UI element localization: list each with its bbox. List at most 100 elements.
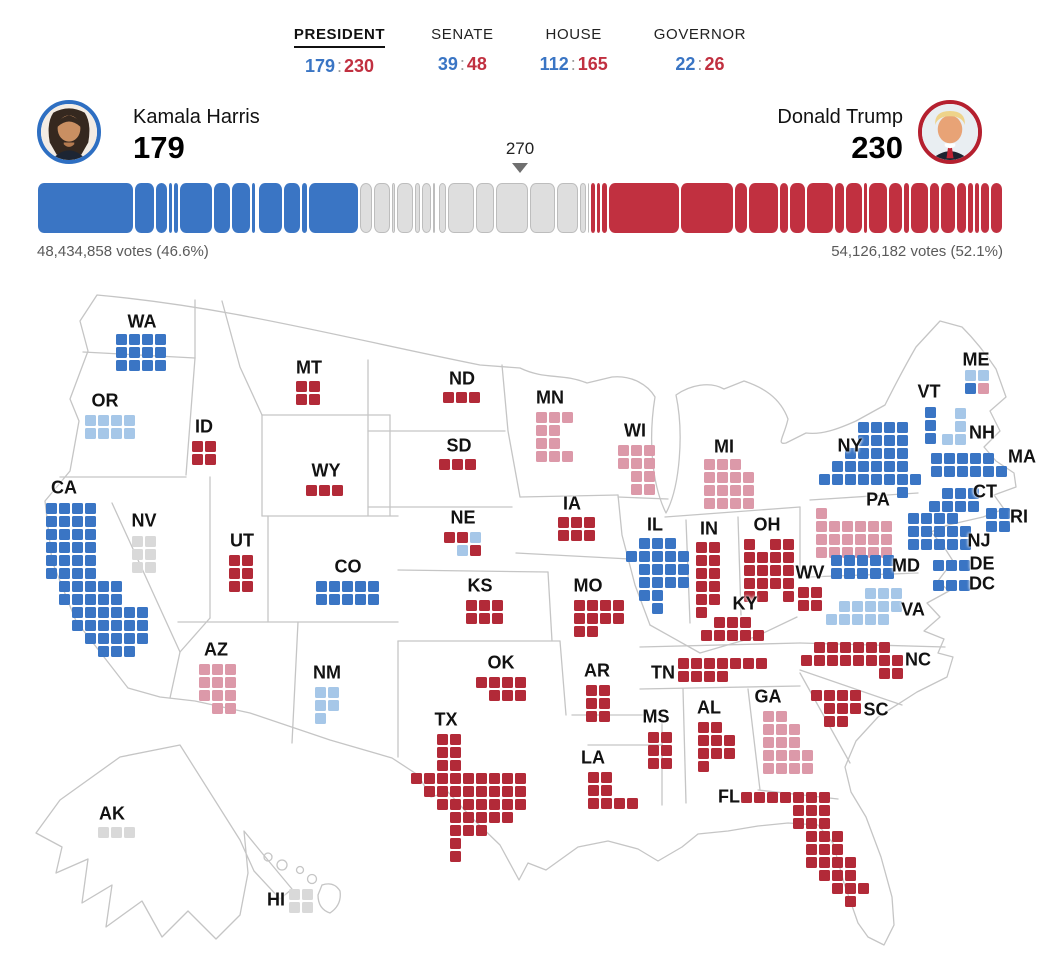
state-nh[interactable]: [941, 407, 967, 446]
state-ar[interactable]: [585, 684, 611, 723]
state-ia[interactable]: [557, 516, 596, 542]
bar-segment[interactable]: [888, 183, 903, 233]
bar-segment[interactable]: [940, 183, 957, 233]
bar-segment[interactable]: [608, 183, 680, 233]
state-nc[interactable]: [800, 641, 904, 680]
bar-segment[interactable]: [446, 183, 476, 233]
state-vt[interactable]: [924, 406, 937, 445]
bar-segment[interactable]: [495, 183, 530, 233]
state-wa[interactable]: [115, 333, 167, 372]
state-al[interactable]: [697, 721, 736, 773]
tab-governor[interactable]: GOVERNOR 22:26: [654, 26, 746, 77]
state-ky[interactable]: [700, 616, 765, 642]
bar-segment[interactable]: [414, 183, 422, 233]
bar-segment[interactable]: [257, 183, 284, 233]
bar-segment[interactable]: [372, 183, 391, 233]
state-wy[interactable]: [305, 484, 344, 497]
bar-segment[interactable]: [845, 183, 864, 233]
bar-segment[interactable]: [789, 183, 806, 233]
state-md[interactable]: [830, 554, 895, 580]
state-co[interactable]: [315, 580, 380, 606]
tab-president[interactable]: PRESIDENT 179:230: [293, 26, 386, 77]
state-az[interactable]: [198, 663, 237, 715]
state-nj[interactable]: [907, 512, 972, 551]
bar-segment[interactable]: [308, 183, 359, 233]
bar-segment[interactable]: [834, 183, 846, 233]
bar-segment[interactable]: [979, 183, 991, 233]
bar-segment[interactable]: [255, 183, 258, 233]
state-dc[interactable]: [932, 579, 971, 592]
bar-segment[interactable]: [432, 183, 436, 233]
state-mo[interactable]: [573, 599, 625, 638]
bar-segment[interactable]: [902, 183, 910, 233]
state-oh[interactable]: [743, 538, 795, 603]
state-fl[interactable]: [740, 791, 883, 908]
state-wi[interactable]: [617, 444, 656, 496]
state-ms[interactable]: [647, 731, 673, 770]
bar-segment[interactable]: [956, 183, 968, 233]
state-sc[interactable]: [810, 689, 862, 728]
state-ma[interactable]: [930, 452, 1008, 478]
state-in[interactable]: [695, 541, 721, 619]
state-mn[interactable]: [535, 411, 574, 463]
bar-segment[interactable]: [990, 183, 1003, 233]
state-mi[interactable]: [703, 458, 755, 510]
bar-segment[interactable]: [250, 183, 256, 233]
tab-senate[interactable]: SENATE 39:48: [431, 26, 494, 77]
bar-segment[interactable]: [37, 183, 134, 233]
bar-segment[interactable]: [733, 183, 749, 233]
state-wv[interactable]: [797, 586, 823, 612]
state-ny[interactable]: [818, 421, 922, 499]
bar-segment[interactable]: [929, 183, 941, 233]
bar-segment[interactable]: [586, 183, 591, 233]
bar-segment[interactable]: [974, 183, 980, 233]
state-ks[interactable]: [465, 599, 504, 625]
state-ok[interactable]: [475, 676, 527, 702]
state-id[interactable]: [191, 440, 217, 466]
bar-segment[interactable]: [868, 183, 889, 233]
tab-house[interactable]: HOUSE 112:165: [540, 26, 608, 77]
bar-segment[interactable]: [529, 183, 557, 233]
bar-segment[interactable]: [805, 183, 835, 233]
bar-segment[interactable]: [679, 183, 734, 233]
state-sd[interactable]: [438, 458, 477, 471]
bar-segment[interactable]: [435, 183, 438, 233]
bar-segment[interactable]: [748, 183, 779, 233]
bar-segment[interactable]: [390, 183, 397, 233]
state-ut[interactable]: [228, 554, 254, 593]
state-nv[interactable]: [131, 535, 157, 574]
bar-segment[interactable]: [590, 183, 596, 233]
bar-segment[interactable]: [301, 183, 309, 233]
state-de[interactable]: [932, 559, 971, 572]
bar-segment[interactable]: [437, 183, 447, 233]
bar-segment[interactable]: [909, 183, 930, 233]
state-tn[interactable]: [677, 657, 768, 683]
state-ca[interactable]: [45, 502, 188, 658]
bar-segment[interactable]: [168, 183, 174, 233]
state-tx[interactable]: [410, 733, 540, 863]
state-pa[interactable]: [815, 507, 893, 559]
bar-segment[interactable]: [178, 183, 213, 233]
state-or[interactable]: [84, 414, 136, 440]
state-nm[interactable]: [314, 686, 340, 725]
bar-segment[interactable]: [967, 183, 975, 233]
bar-segment[interactable]: [358, 183, 373, 233]
bar-segment[interactable]: [579, 183, 587, 233]
bar-segment[interactable]: [283, 183, 302, 233]
state-la[interactable]: [587, 771, 639, 810]
state-ri[interactable]: [985, 507, 1011, 533]
bar-segment[interactable]: [230, 183, 251, 233]
bar-segment[interactable]: [778, 183, 790, 233]
bar-segment[interactable]: [396, 183, 415, 233]
bar-segment[interactable]: [863, 183, 869, 233]
bar-segment[interactable]: [475, 183, 496, 233]
bar-segment[interactable]: [133, 183, 156, 233]
state-me[interactable]: [964, 369, 990, 395]
state-il[interactable]: [625, 537, 690, 615]
bar-segment[interactable]: [173, 183, 179, 233]
bar-segment[interactable]: [600, 183, 609, 233]
state-ak[interactable]: [97, 826, 136, 839]
bar-segment[interactable]: [421, 183, 433, 233]
state-nd[interactable]: [442, 391, 481, 404]
bar-segment[interactable]: [595, 183, 601, 233]
